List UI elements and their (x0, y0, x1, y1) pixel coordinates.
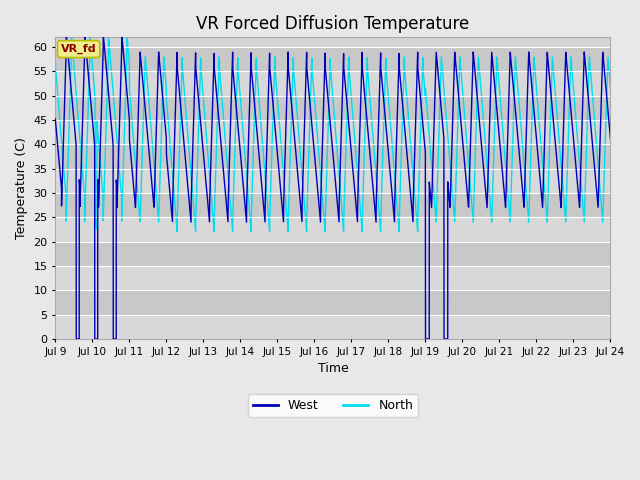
Bar (55, 241, 611, 266)
Y-axis label: Temperature (C): Temperature (C) (15, 137, 28, 239)
North (161, 59, 168, 64)
West (51, 116, 59, 122)
West (72, 336, 80, 342)
West (161, 112, 168, 118)
North (51, 61, 59, 67)
Bar (55, 314, 611, 339)
North (84, 93, 92, 99)
North (577, 181, 585, 187)
North (607, 85, 614, 91)
North (54, 92, 61, 98)
North (74, 117, 82, 123)
Legend: West, North: West, North (248, 394, 418, 417)
Bar (55, 144, 611, 168)
Bar (55, 193, 611, 217)
North (67, 35, 75, 40)
West (84, 74, 92, 80)
North (323, 167, 331, 173)
Bar (55, 168, 611, 193)
Bar (55, 290, 611, 314)
West (577, 153, 585, 159)
Line: West: West (55, 37, 611, 339)
West (607, 135, 614, 141)
Text: VR_fd: VR_fd (61, 44, 97, 54)
West (75, 336, 83, 342)
Bar (55, 96, 611, 120)
Bar (55, 266, 611, 290)
West (62, 35, 70, 40)
X-axis label: Time: Time (317, 362, 348, 375)
Line: North: North (55, 37, 611, 232)
Bar (55, 72, 611, 96)
Bar (55, 217, 611, 241)
West (54, 144, 61, 150)
West (323, 82, 331, 88)
Bar (55, 120, 611, 144)
Bar (55, 47, 611, 72)
North (284, 229, 292, 235)
Title: VR Forced Diffusion Temperature: VR Forced Diffusion Temperature (196, 15, 470, 33)
